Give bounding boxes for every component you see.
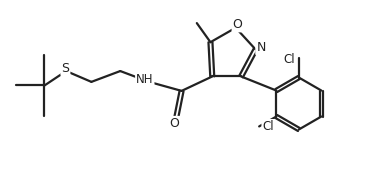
- Text: S: S: [61, 62, 70, 75]
- Text: Cl: Cl: [263, 120, 274, 133]
- Text: Cl: Cl: [283, 53, 295, 66]
- Text: N: N: [256, 41, 266, 54]
- Text: O: O: [233, 18, 242, 31]
- Text: O: O: [169, 117, 179, 130]
- Text: NH: NH: [136, 73, 154, 86]
